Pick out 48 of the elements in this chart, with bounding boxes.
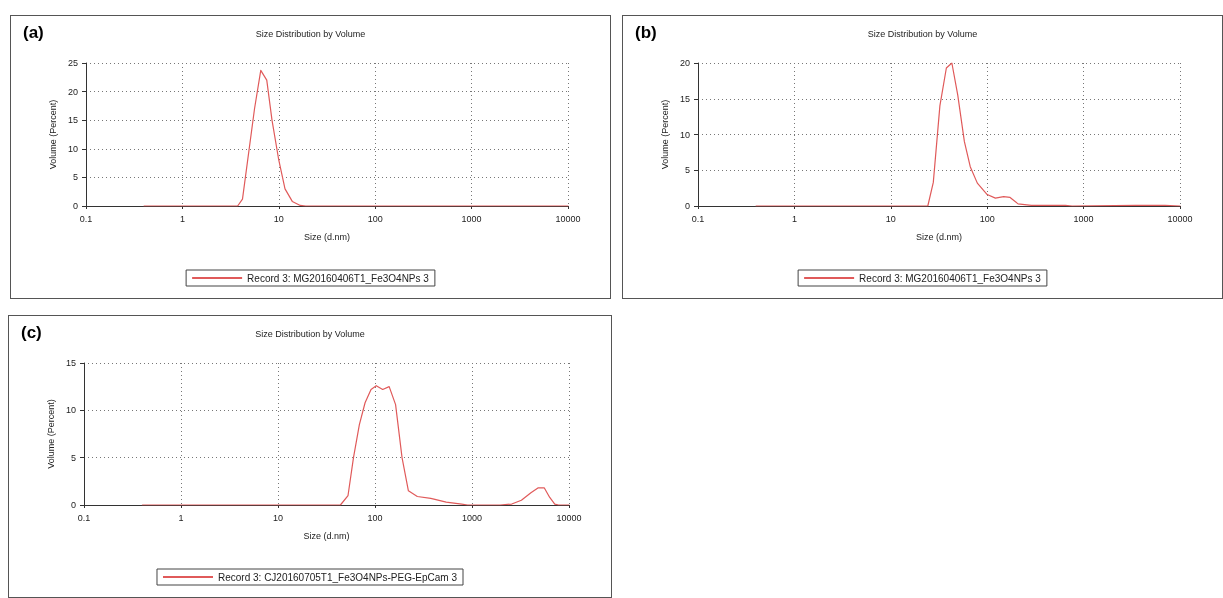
text: (c) (21, 323, 42, 342)
y-tick-label: 25 (67, 58, 78, 68)
y-tick-label: 10 (65, 405, 76, 416)
x-tick-label: 10 (885, 213, 896, 224)
y-axis-title: Volume (Percent) (47, 99, 58, 170)
y-tick-label: 5 (70, 452, 76, 463)
x-tick-label: 1000 (461, 213, 482, 224)
x-tick-label: 10000 (556, 512, 582, 523)
x-tick-label: 10000 (555, 213, 581, 224)
x-axis-title: Size (d.nm) (303, 530, 350, 541)
y-tick-label: 5 (684, 165, 690, 176)
y-tick-label: 15 (679, 93, 690, 104)
y-tick-label: 10 (67, 143, 78, 154)
y-tick-label: 0 (684, 201, 690, 211)
x-tick-label: 1 (791, 213, 797, 224)
chart-title: Size Distribution by Volume (867, 28, 978, 39)
y-axis-title: Volume (Percent) (659, 99, 670, 170)
x-tick-label: 100 (367, 213, 383, 224)
x-tick-label: 10 (272, 512, 284, 523)
text: (a) (23, 23, 44, 42)
x-tick-label: 1 (179, 213, 185, 224)
y-axis-title: Volume (Percent) (45, 399, 56, 469)
text: (b) (635, 23, 657, 42)
y-tick-label: 0 (72, 201, 78, 211)
y-tick-label: 0 (70, 500, 76, 510)
x-tick-label: 100 (979, 213, 995, 224)
x-tick-label: 1000 (461, 512, 483, 523)
x-tick-label: 1000 (1073, 213, 1094, 224)
x-tick-label: 0.1 (691, 213, 705, 224)
legend-label: Record 3: MG20160406T1_Fe3O4NPs 3 (247, 272, 430, 284)
chart-title: Size Distribution by Volume (255, 28, 366, 39)
x-tick-label: 10 (273, 213, 284, 224)
x-axis-title: Size (d.nm) (915, 231, 963, 242)
y-tick-label: 20 (679, 58, 690, 68)
x-tick-label: 0.1 (77, 512, 91, 523)
y-tick-label: 20 (67, 86, 78, 97)
legend-label: Record 3: CJ20160705T1_Fe3O4NPs-PEG-EpCam 3 (218, 571, 458, 583)
x-tick-label: 100 (367, 512, 383, 523)
y-tick-label: 15 (65, 358, 76, 368)
y-tick-label: 15 (67, 115, 78, 126)
chart-title: Size Distribution by Volume (255, 328, 365, 339)
y-tick-label: 5 (72, 172, 78, 183)
x-tick-label: 10000 (1167, 213, 1193, 224)
y-tick-label: 10 (679, 129, 690, 140)
x-tick-label: 1 (178, 512, 184, 523)
x-tick-label: 0.1 (79, 213, 93, 224)
legend-label: Record 3: MG20160406T1_Fe3O4NPs 3 (859, 272, 1042, 284)
x-axis-title: Size (d.nm) (303, 231, 351, 242)
